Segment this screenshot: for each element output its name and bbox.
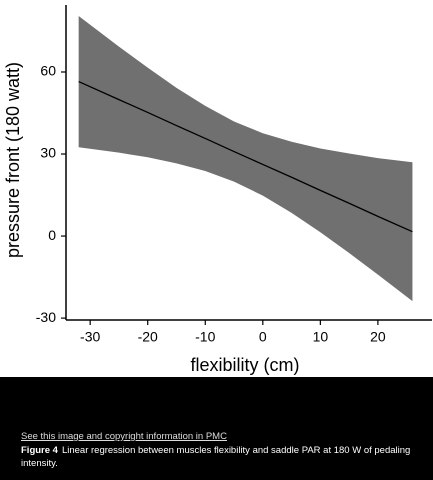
- caption: Figure 4 Linear regression between muscle…: [21, 444, 421, 470]
- x-tick-label: -30: [80, 329, 100, 345]
- x-tick-label: -10: [195, 329, 215, 345]
- x-tick-label: -20: [138, 329, 158, 345]
- y-tick-label: 60: [40, 63, 56, 79]
- regression-line: [78, 80, 413, 233]
- copyright-link[interactable]: See this image and copyright information…: [21, 431, 227, 442]
- y-tick-label: 0: [48, 227, 56, 243]
- figure-label: Figure 4: [21, 445, 58, 456]
- x-tick-label: 0: [259, 329, 267, 345]
- x-tick-label: 20: [370, 329, 386, 345]
- y-tick-label: -30: [36, 309, 56, 325]
- x-tick-label: 10: [313, 329, 329, 345]
- x-axis-label: flexibility (cm): [190, 355, 299, 375]
- y-axis-label: pressure front (180 watt): [3, 62, 23, 258]
- confidence-band: [78, 15, 413, 302]
- caption-text: Linear regression between muscles flexib…: [21, 445, 411, 469]
- y-tick-label: 30: [40, 145, 56, 161]
- chart: pressure front (180 watt) flexibility (c…: [3, 5, 432, 375]
- caption-area: See this image and copyright information…: [0, 377, 433, 480]
